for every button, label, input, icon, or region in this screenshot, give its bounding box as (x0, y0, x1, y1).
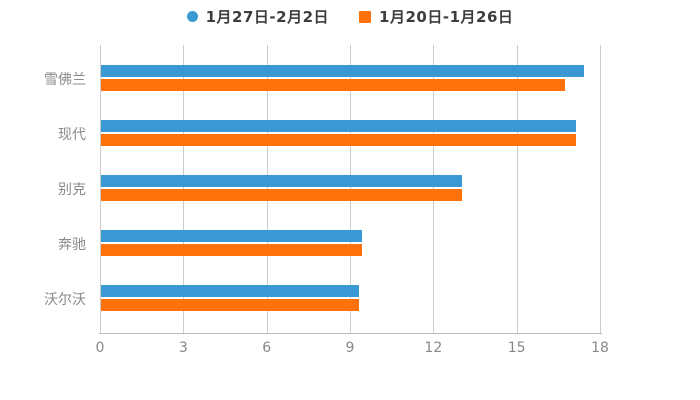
bar-series1-别克[interactable] (101, 175, 463, 187)
category-label-4: 奔驰 (58, 237, 86, 253)
x-tick-label: 12 (424, 340, 443, 356)
bar-series1-奔驰[interactable] (101, 230, 363, 242)
category-label-1: 雪佛兰 (44, 72, 86, 88)
legend-item-week-previous[interactable]: 1月20日-1月26日 (359, 6, 513, 27)
legend-label: 1月20日-1月26日 (379, 8, 514, 26)
plot-area: 0 3 6 9 12 15 18 (96, 45, 609, 356)
legend-circle-marker-icon (186, 11, 198, 22)
gridline-x-15 (516, 45, 518, 333)
x-tick-label: 9 (345, 340, 355, 356)
bar-series1-沃尔沃[interactable] (101, 285, 360, 297)
x-tick-label: 0 (95, 340, 105, 356)
legend-square-marker-icon (359, 10, 372, 23)
x-tick-label: 18 (591, 340, 609, 356)
category-label-5: 沃尔沃 (44, 292, 86, 308)
bar-series2-雪佛兰[interactable] (101, 79, 565, 91)
legend: 1月27日-2月2日 1月20日-1月26日 (0, 6, 700, 27)
bar-series2-别克[interactable] (101, 189, 463, 201)
gridline-x-0 (100, 45, 101, 333)
bar-series2-现代[interactable] (101, 134, 576, 146)
legend-label: 1月27日-2月2日 (205, 8, 330, 26)
bar-series2-奔驰[interactable] (101, 244, 363, 256)
x-axis-line (99, 333, 602, 334)
category-label-3: 别克 (58, 182, 86, 198)
legend-item-week-current[interactable]: 1月27日-2月2日 (186, 6, 330, 27)
x-tick-label: 3 (178, 340, 188, 356)
bar-series1-雪佛兰[interactable] (101, 65, 585, 77)
bar-series1-现代[interactable] (101, 120, 576, 132)
bar-series2-沃尔沃[interactable] (101, 299, 360, 311)
x-tick-label: 6 (262, 340, 272, 356)
category-label-2: 现代 (58, 127, 86, 143)
gridline-x-18 (600, 45, 601, 333)
y-axis-category-labels: 雪佛兰现代别克奔驰沃尔沃 (0, 45, 92, 333)
x-tick-label: 15 (507, 340, 526, 356)
